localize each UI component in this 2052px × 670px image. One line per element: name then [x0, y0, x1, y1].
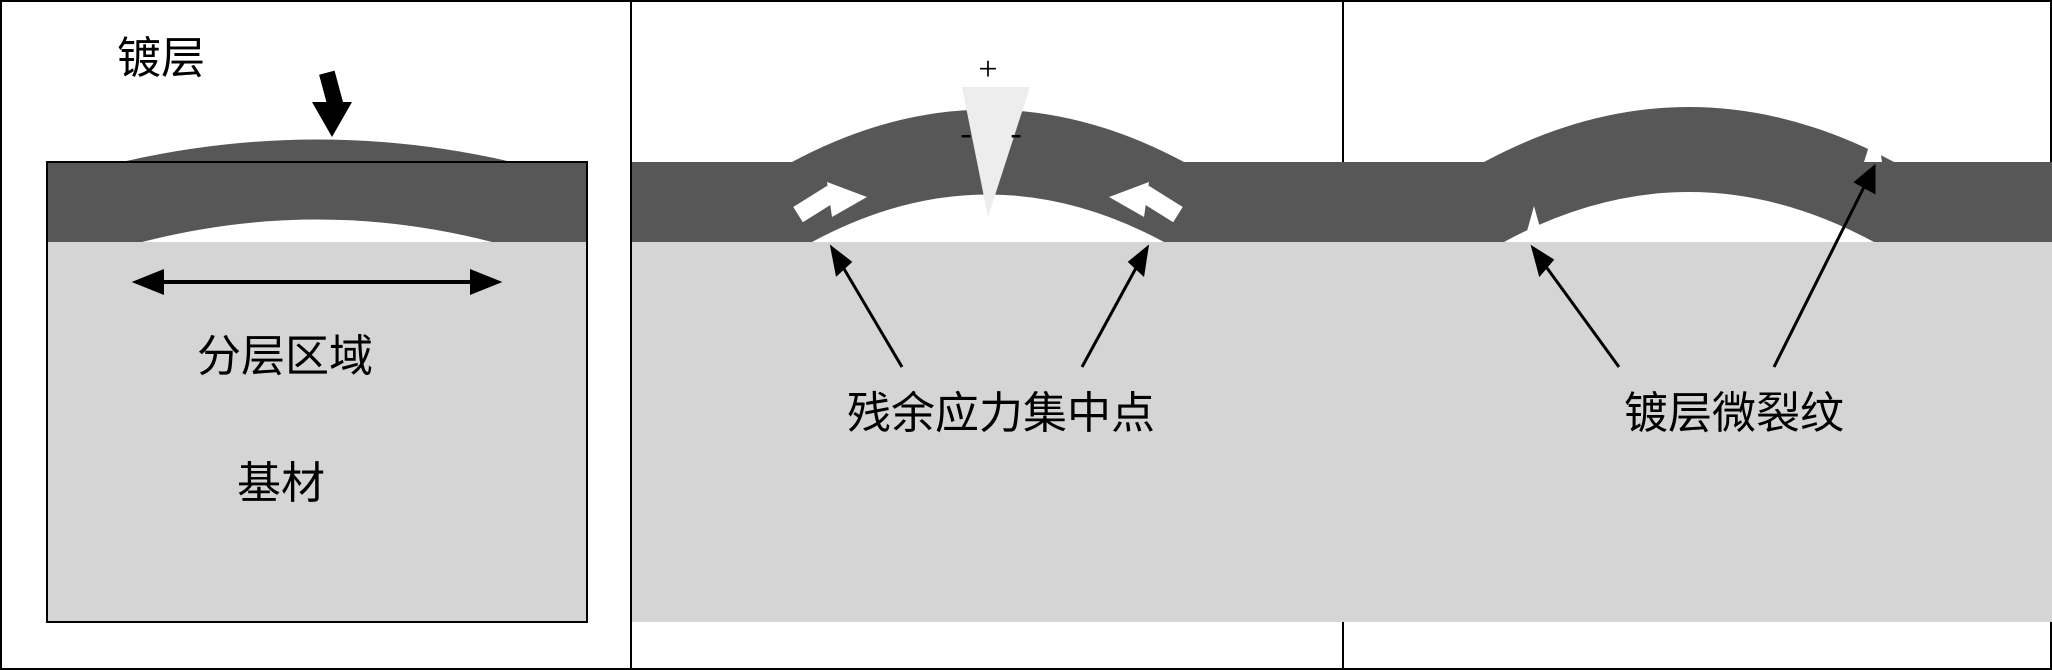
minus-left: -: [960, 115, 971, 152]
crack-label: 镀层微裂纹: [1624, 377, 1844, 441]
coating-label: 镀层: [117, 22, 205, 86]
minus-right: -: [1010, 115, 1021, 152]
delamination-label: 分层区域: [197, 320, 373, 384]
diagram-container: 镀层 分层区域 基材 + - -: [0, 0, 2052, 670]
blister-top: [122, 140, 512, 163]
coating-arrow: [312, 71, 352, 137]
panel-2-svg: + - -: [632, 2, 1344, 668]
panel-2: + - - 残余应力集中点: [632, 2, 1344, 668]
substrate-rect: [47, 242, 587, 622]
microcrack-right: [1864, 124, 1882, 162]
blister-top-3: [1484, 107, 1894, 162]
substrate-label: 基材: [237, 447, 325, 511]
panel-1: 镀层 分层区域 基材: [2, 2, 632, 668]
panel-3-svg: [1344, 2, 2052, 668]
stress-label: 残余应力集中点: [847, 377, 1155, 441]
plus-sign: +: [978, 51, 997, 88]
panel-3: 镀层微裂纹: [1344, 2, 2052, 668]
